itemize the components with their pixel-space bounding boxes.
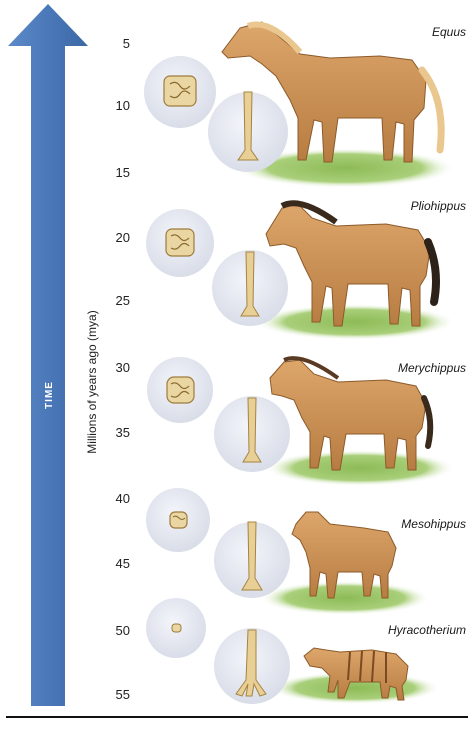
- tick-label: 55: [116, 687, 130, 702]
- tick-label: 50: [116, 623, 130, 638]
- foot-circle: [214, 396, 290, 472]
- grass-patch: [235, 148, 455, 188]
- axis-title: Millions of years ago (mya): [85, 310, 99, 453]
- tooth-circle: [147, 357, 213, 423]
- axis-ticks: 5 10 15 20 25 30 35 40 45 50 55: [116, 36, 130, 702]
- species-label-equus: Equus: [432, 25, 466, 39]
- horse-merychippus: [269, 356, 434, 471]
- species-label-hyracotherium: Hyracotherium: [388, 623, 466, 637]
- foot-circle: [214, 628, 290, 704]
- row-mesohippus: Mesohippus: [146, 488, 466, 615]
- row-merychippus: Merychippus: [147, 356, 466, 486]
- row-pliohippus: Pliohippus: [146, 199, 466, 340]
- foot-circle: [208, 91, 288, 172]
- tick-label: 25: [116, 293, 130, 308]
- horse-pliohippus: [265, 200, 440, 327]
- tooth-circle: [146, 488, 210, 552]
- grass-patch: [255, 304, 455, 340]
- tick-label: 45: [116, 556, 130, 571]
- grass-patch: [265, 450, 455, 486]
- row-hyracotherium: Hyracotherium: [146, 598, 466, 704]
- tooth-circle: [144, 56, 216, 128]
- foot-circle: [212, 250, 288, 326]
- tooth-circle: [146, 209, 214, 277]
- species-label-pliohippus: Pliohippus: [411, 199, 466, 213]
- row-equus: Equus: [144, 21, 466, 188]
- tooth-circle: [146, 598, 206, 658]
- tick-label: 15: [116, 165, 130, 180]
- time-arrow: TIME: [8, 4, 88, 706]
- tick-label: 30: [116, 360, 130, 375]
- bottom-divider: [6, 716, 468, 718]
- tick-label: 40: [116, 491, 130, 506]
- tick-label: 35: [116, 425, 130, 440]
- species-label-mesohippus: Mesohippus: [401, 517, 466, 531]
- tick-label: 10: [116, 98, 130, 113]
- tick-label: 5: [123, 36, 130, 51]
- horse-hyracotherium: [303, 647, 409, 701]
- grass-patch: [260, 581, 430, 615]
- species-label-merychippus: Merychippus: [398, 361, 466, 375]
- horse-mesohippus: [291, 511, 397, 599]
- tick-label: 20: [116, 230, 130, 245]
- time-arrow-label: TIME: [44, 381, 55, 409]
- horse-equus: [221, 21, 445, 163]
- foot-circle: [214, 521, 290, 598]
